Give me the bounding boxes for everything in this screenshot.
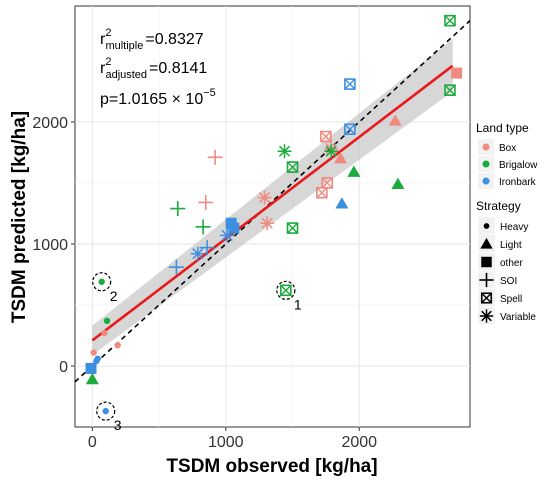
point-plus [168,259,184,275]
x-tick-label: 2000 [341,434,377,451]
annotation-label: 3 [114,417,122,433]
annotation-label: 2 [110,288,118,304]
point-dot [102,407,109,415]
point-triangle [391,177,405,190]
point-square [481,256,492,268]
point-asterisk [190,246,205,261]
legend-label: other [500,258,523,269]
legend-label: Variable [500,312,536,323]
legend-label: Spell [500,294,522,305]
point-boxx [316,186,328,199]
point-triangle [335,197,349,209]
point-boxx [286,161,299,173]
legend-key-brigalow [482,160,490,168]
point-plus [195,219,211,235]
y-axis-title: TSDM predicted [kg/ha] [9,111,30,323]
legend-label: Heavy [500,222,528,233]
point-boxx [480,292,493,304]
legend-label: Light [500,240,522,251]
stat-p-value: p=1.0165 × 10−5 [100,87,216,108]
y-tick-label: 2000 [32,115,68,132]
point-dot [90,349,97,356]
legend-key-ironbark [482,177,490,185]
point-plus [207,149,223,165]
legend-label: Brigalow [499,160,538,171]
point-dot [94,355,101,362]
point-square [451,67,463,79]
point-dot [101,329,108,337]
annotation-circle [92,272,112,292]
y-axis: 0 1000 2000 [32,115,75,376]
fit-line [91,64,454,342]
annotation-label: 1 [294,296,302,312]
point-boxx [344,78,356,90]
point-plus [198,194,214,210]
point-boxx [320,130,332,143]
point-boxx [280,284,292,297]
point-asterisk [324,144,339,159]
point-asterisk [277,144,292,159]
x-axis-title: TSDM observed [kg/ha] [166,456,377,477]
legend-label: Box [499,143,516,154]
point-triangle [334,152,348,164]
point-asterisk [257,190,272,205]
stat-r2-multiple: r2 multiple =0.8327 [100,27,204,52]
point-dot [114,342,121,349]
point-plus [479,272,494,288]
x-tick-label: 1000 [208,434,244,451]
point-dot [98,278,105,285]
legend: Land type Box Brigalow Ironbark Strategy H… [476,121,538,324]
annotation-circle [276,280,296,300]
point-square [85,362,97,374]
point-plus [199,240,215,256]
annotations: 1 2 3 [92,272,302,433]
data-points [85,14,463,415]
point-boxx [444,14,456,27]
point-boxx [286,222,299,234]
point-triangle [85,372,99,385]
point-dot [103,317,111,325]
regression-line [91,64,454,342]
legend-title-land-type: Land type [476,121,529,135]
legend-key-box [482,143,490,151]
legend-title-strategy: Strategy [476,199,521,213]
y-tick-label: 1000 [32,237,68,254]
y-tick-label: 0 [59,359,68,376]
x-axis: 0 1000 2000 [88,427,377,451]
point-triangle [388,114,402,126]
point-square [228,222,240,234]
point-boxx [444,84,456,96]
annotation-circle [96,401,116,421]
point-boxx [344,123,356,136]
legend-label: Ironbark [499,177,537,188]
point-triangle [347,165,361,177]
point-plus [170,201,186,217]
stat-r2-adjusted: r2 adjusted =0.8141 [100,56,207,81]
legend-label: SOI [500,276,517,287]
point-asterisk [479,309,494,323]
point-triangle [480,237,493,249]
point-asterisk [260,216,275,231]
point-dot [483,223,490,229]
x-tick-label: 0 [88,434,97,451]
point-asterisk [220,228,235,243]
